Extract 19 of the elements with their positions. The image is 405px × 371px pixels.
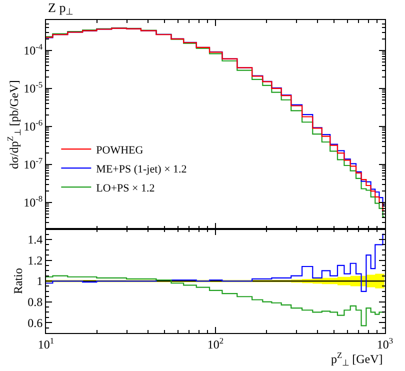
legend-label: ME+PS (1-jet) × 1.2 xyxy=(96,163,187,176)
x-tick-label: 10$^{2}$ xyxy=(207,336,224,352)
y-tick-label: 1 xyxy=(36,274,43,288)
y-tick-label: 10$^{-6}$ xyxy=(24,118,43,134)
y-tick-label: 0.8 xyxy=(28,295,43,310)
y-tick-label: 1.2 xyxy=(28,253,43,268)
x-tick-label: 10$^{1}$ xyxy=(38,336,54,352)
y-tick-label: 10$^{-7}$ xyxy=(24,156,43,172)
x-axis-title: p$^{Z}$$_{⊥}$ [GeV] xyxy=(331,351,383,368)
y-tick-label: 10$^{-8}$ xyxy=(24,194,43,210)
legend-label: LO+PS × 1.2 xyxy=(96,182,155,194)
y-tick-label: 10$^{-4}$ xyxy=(24,42,44,58)
y-tick-label: 0.6 xyxy=(28,316,43,330)
chart-title: Z p$_{⊥}$ xyxy=(48,0,74,17)
y-axis-title: Ratio xyxy=(10,268,25,294)
y-tick-label: 10$^{-5}$ xyxy=(24,80,43,96)
y-tick-label: 1.4 xyxy=(28,232,43,247)
legend-label: POWHEG xyxy=(96,144,144,156)
x-tick-label: 10$^{3}$ xyxy=(376,336,394,352)
